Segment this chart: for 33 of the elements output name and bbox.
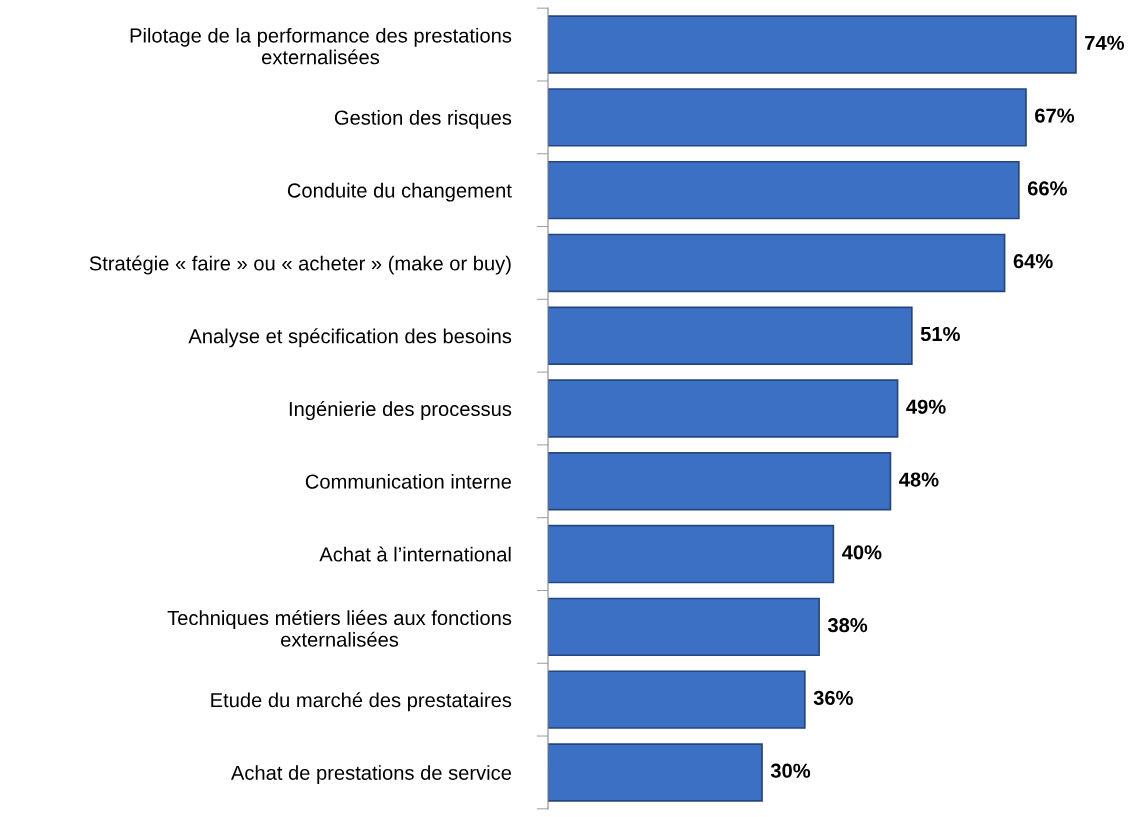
bar xyxy=(548,524,835,584)
data-label: 30% xyxy=(770,763,811,778)
y-tick-label: Communication interne xyxy=(305,473,512,489)
y-tick-label: Gestion des risques xyxy=(334,110,512,129)
bar xyxy=(548,670,806,729)
bar xyxy=(548,452,892,511)
y-tick-label: Ingénierie des processus xyxy=(289,401,512,421)
data-label: 74% xyxy=(1085,35,1125,50)
bar xyxy=(548,15,1077,74)
y-tick-label: Conduite du changement xyxy=(287,182,512,202)
data-label: 49% xyxy=(906,399,946,414)
data-label: 66% xyxy=(1027,181,1067,196)
data-label: 48% xyxy=(899,472,939,487)
data-label: 67% xyxy=(1035,108,1075,123)
bar xyxy=(548,160,1020,220)
bar xyxy=(548,379,899,438)
y-tick-label: Stratégie « faire » ou « acheter » (make or buy) xyxy=(89,255,511,275)
bar xyxy=(548,233,1006,293)
data-label: 64% xyxy=(1013,254,1053,269)
y-tick-label: Achat de prestations de service xyxy=(230,765,512,784)
bar xyxy=(548,88,1027,147)
y-tick-label: Analyse et spécification des besoins xyxy=(188,328,512,348)
bar xyxy=(548,597,820,657)
data-label: 38% xyxy=(827,618,868,633)
data-label: 40% xyxy=(842,545,882,560)
data-label: 51% xyxy=(920,326,960,342)
y-tick-label: Techniques métiers liées aux fonctions externalisées xyxy=(167,610,512,647)
bar xyxy=(548,306,913,365)
y-tick-label: Etude du marché des prestataires xyxy=(211,692,512,712)
data-label: 36% xyxy=(813,690,853,706)
y-tick-label: Achat à l’international xyxy=(319,546,511,562)
y-tick-label: Pilotage de la performance des prestations externalisées xyxy=(130,27,512,65)
bar xyxy=(548,743,763,802)
